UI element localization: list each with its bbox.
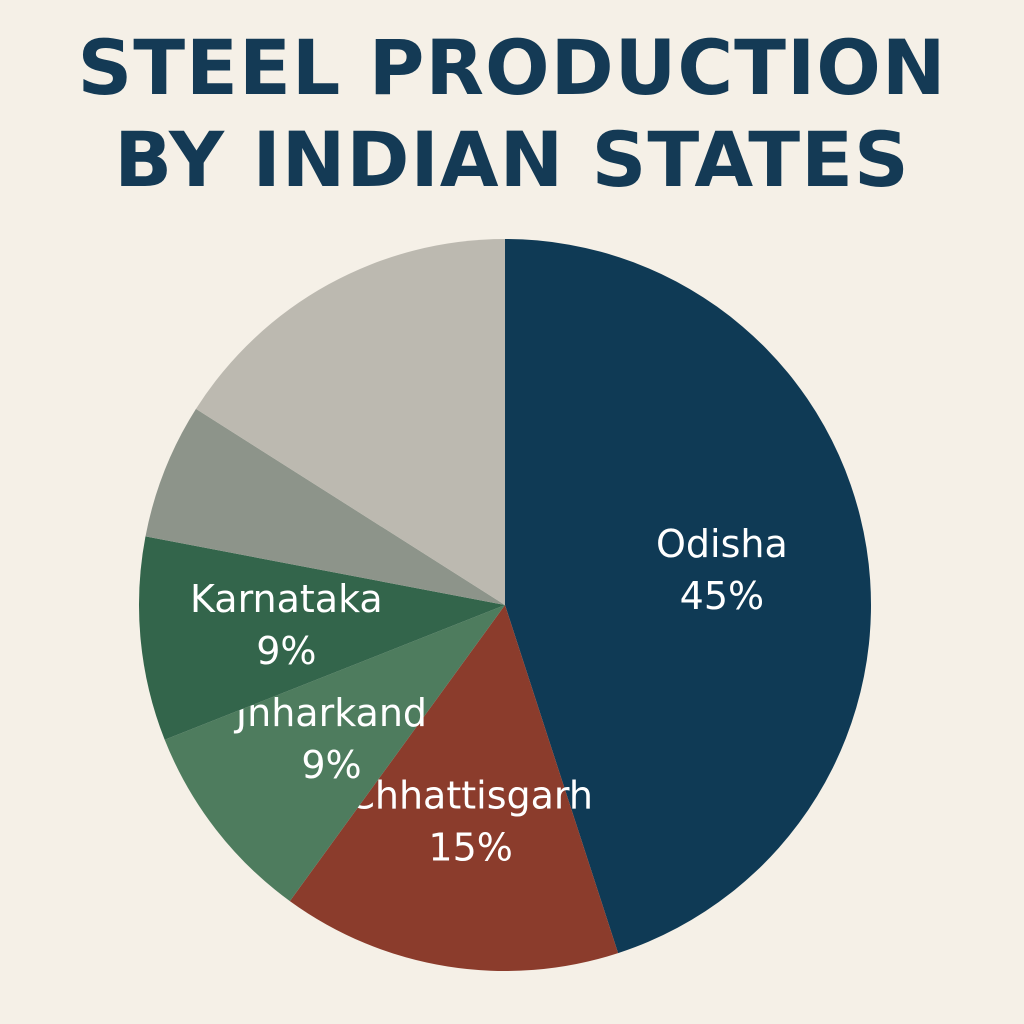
slice-label: Karnataka — [190, 577, 383, 621]
value-label: 9% — [256, 629, 316, 673]
value-label: 9% — [301, 743, 361, 787]
pie-slice — [139, 536, 506, 740]
pie-slice — [145, 408, 506, 605]
pie-slice — [505, 239, 871, 954]
slice-label: Chhattisgarh — [348, 773, 593, 817]
slice-label: Odisha — [656, 522, 788, 566]
pie-slice — [164, 605, 505, 902]
chart-title: STEEL PRODUCTION BY INDIAN STATES — [77, 23, 947, 204]
value-label: 45% — [680, 574, 764, 618]
pie-slice — [289, 605, 619, 971]
value-label: 15% — [428, 825, 512, 869]
pie-slice — [195, 239, 505, 605]
